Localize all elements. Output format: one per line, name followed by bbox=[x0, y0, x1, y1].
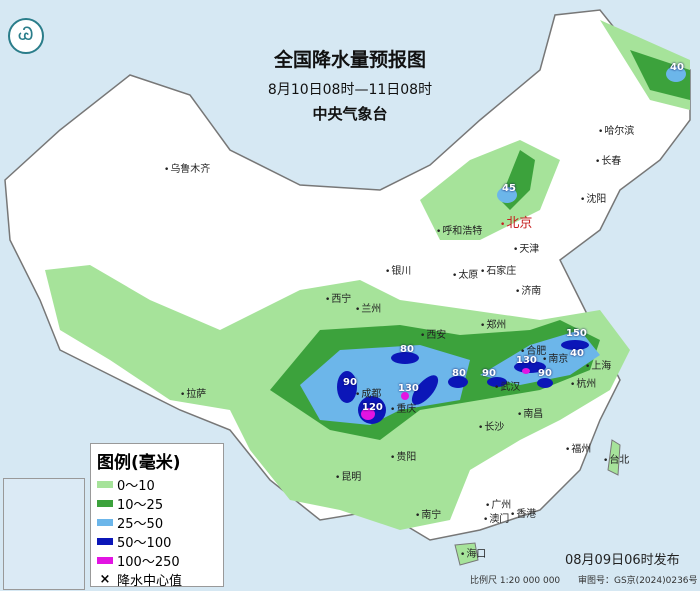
city-label: 武汉 bbox=[494, 378, 520, 393]
rain-50-100-c bbox=[448, 376, 468, 388]
legend-item: 50～100 bbox=[97, 532, 217, 551]
south-china-sea-inset bbox=[3, 478, 85, 590]
city-label: 天津 bbox=[513, 240, 539, 255]
city-label: 郑州 bbox=[480, 316, 506, 331]
city-label-capital: 北京 bbox=[500, 212, 532, 231]
rain-center-value: 150 bbox=[566, 328, 587, 339]
rain-center-value: 80 bbox=[400, 344, 414, 355]
city-label: 海口 bbox=[460, 545, 486, 560]
city-label: 石家庄 bbox=[480, 262, 516, 277]
legend-swatch bbox=[97, 519, 113, 526]
rain-center-value: 130 bbox=[516, 355, 537, 366]
city-label: 西安 bbox=[420, 326, 446, 341]
rain-center-value: 80 bbox=[452, 368, 466, 379]
city-label: 台北 bbox=[603, 451, 629, 466]
rain-50-100-a bbox=[337, 371, 357, 403]
rain-center-value: 90 bbox=[538, 368, 552, 379]
map-scale: 比例尺 1:20 000 000 bbox=[470, 576, 561, 586]
legend: 图例(毫米) 0～10 10～25 25～50 50～100 100～250 ×… bbox=[90, 443, 224, 589]
rain-center-value: 40 bbox=[670, 62, 684, 73]
city-label: 长沙 bbox=[478, 418, 504, 433]
rain-center-value: 90 bbox=[482, 368, 496, 379]
city-label: 西宁 bbox=[325, 290, 351, 305]
city-label: 长春 bbox=[595, 152, 621, 167]
rain-25-50 bbox=[300, 345, 470, 425]
rain-100-250-c bbox=[522, 368, 530, 374]
city-label: 澳门 bbox=[483, 510, 509, 525]
legend-item: 100～250 bbox=[97, 551, 217, 570]
city-label: 成都 bbox=[355, 385, 381, 400]
review-number: 审图号：GS京(2024)0236号 bbox=[578, 576, 698, 586]
city-label: 银川 bbox=[385, 262, 411, 277]
city-label: 兰州 bbox=[355, 300, 381, 315]
legend-item: 10～25 bbox=[97, 494, 217, 513]
legend-item: × 降水中心值 bbox=[97, 570, 217, 589]
rain-center-value: 130 bbox=[398, 383, 419, 394]
city-label: 贵阳 bbox=[390, 448, 416, 463]
rain-center-value: 90 bbox=[343, 377, 357, 388]
city-label: 广州 bbox=[485, 496, 511, 511]
rain-50-100-f bbox=[514, 361, 546, 373]
agency-name: 中央气象台 bbox=[312, 105, 388, 123]
rain-50-100-i bbox=[537, 378, 553, 388]
map-title: 全国降水量预报图 bbox=[273, 49, 426, 71]
rain-50-100-h bbox=[561, 340, 589, 350]
legend-title: 图例(毫米) bbox=[97, 453, 181, 473]
city-label: 杭州 bbox=[570, 375, 596, 390]
city-label: 济南 bbox=[515, 282, 541, 297]
rain-10-25-ne bbox=[630, 50, 690, 100]
legend-swatch bbox=[97, 557, 113, 564]
city-label: 南宁 bbox=[415, 506, 441, 521]
rain-50-100-b bbox=[391, 352, 419, 364]
rain-50-100-e bbox=[411, 375, 439, 405]
rain-center-value: 40 bbox=[570, 348, 584, 359]
cross-icon: × bbox=[99, 572, 111, 587]
rain-25-50-north bbox=[497, 187, 517, 203]
city-label: 太原 bbox=[452, 266, 478, 281]
city-label: 香港 bbox=[510, 505, 536, 520]
city-label: 合肥 bbox=[520, 342, 546, 357]
city-label: 南昌 bbox=[517, 405, 543, 420]
legend-item: 25～50 bbox=[97, 513, 217, 532]
city-label: 昆明 bbox=[335, 468, 361, 483]
publish-time: 08月09日06时发布 bbox=[565, 553, 680, 568]
city-label: 乌鲁木齐 bbox=[164, 160, 210, 175]
rain-center-value: 45 bbox=[502, 183, 516, 194]
rain-100-250-b bbox=[401, 392, 409, 400]
legend-swatch bbox=[97, 500, 113, 507]
city-label: 拉萨 bbox=[180, 385, 206, 400]
city-label: 上海 bbox=[585, 357, 611, 372]
cma-logo-icon: Ꮚ bbox=[8, 18, 44, 54]
legend-swatch bbox=[97, 481, 113, 488]
city-label: 重庆 bbox=[390, 400, 416, 415]
city-label: 南京 bbox=[542, 350, 568, 365]
city-label: 沈阳 bbox=[580, 190, 606, 205]
city-label: 哈尔滨 bbox=[598, 122, 634, 137]
legend-swatch bbox=[97, 538, 113, 545]
rain-25-50-ne bbox=[666, 66, 686, 82]
rain-center-value: 120 bbox=[362, 402, 383, 413]
legend-item: 0～10 bbox=[97, 475, 217, 494]
city-label: 福州 bbox=[565, 440, 591, 455]
forecast-period: 8月10日08时—11日08时 bbox=[267, 82, 433, 98]
rain-100-250-a bbox=[361, 408, 375, 420]
city-label: 呼和浩特 bbox=[436, 222, 482, 237]
